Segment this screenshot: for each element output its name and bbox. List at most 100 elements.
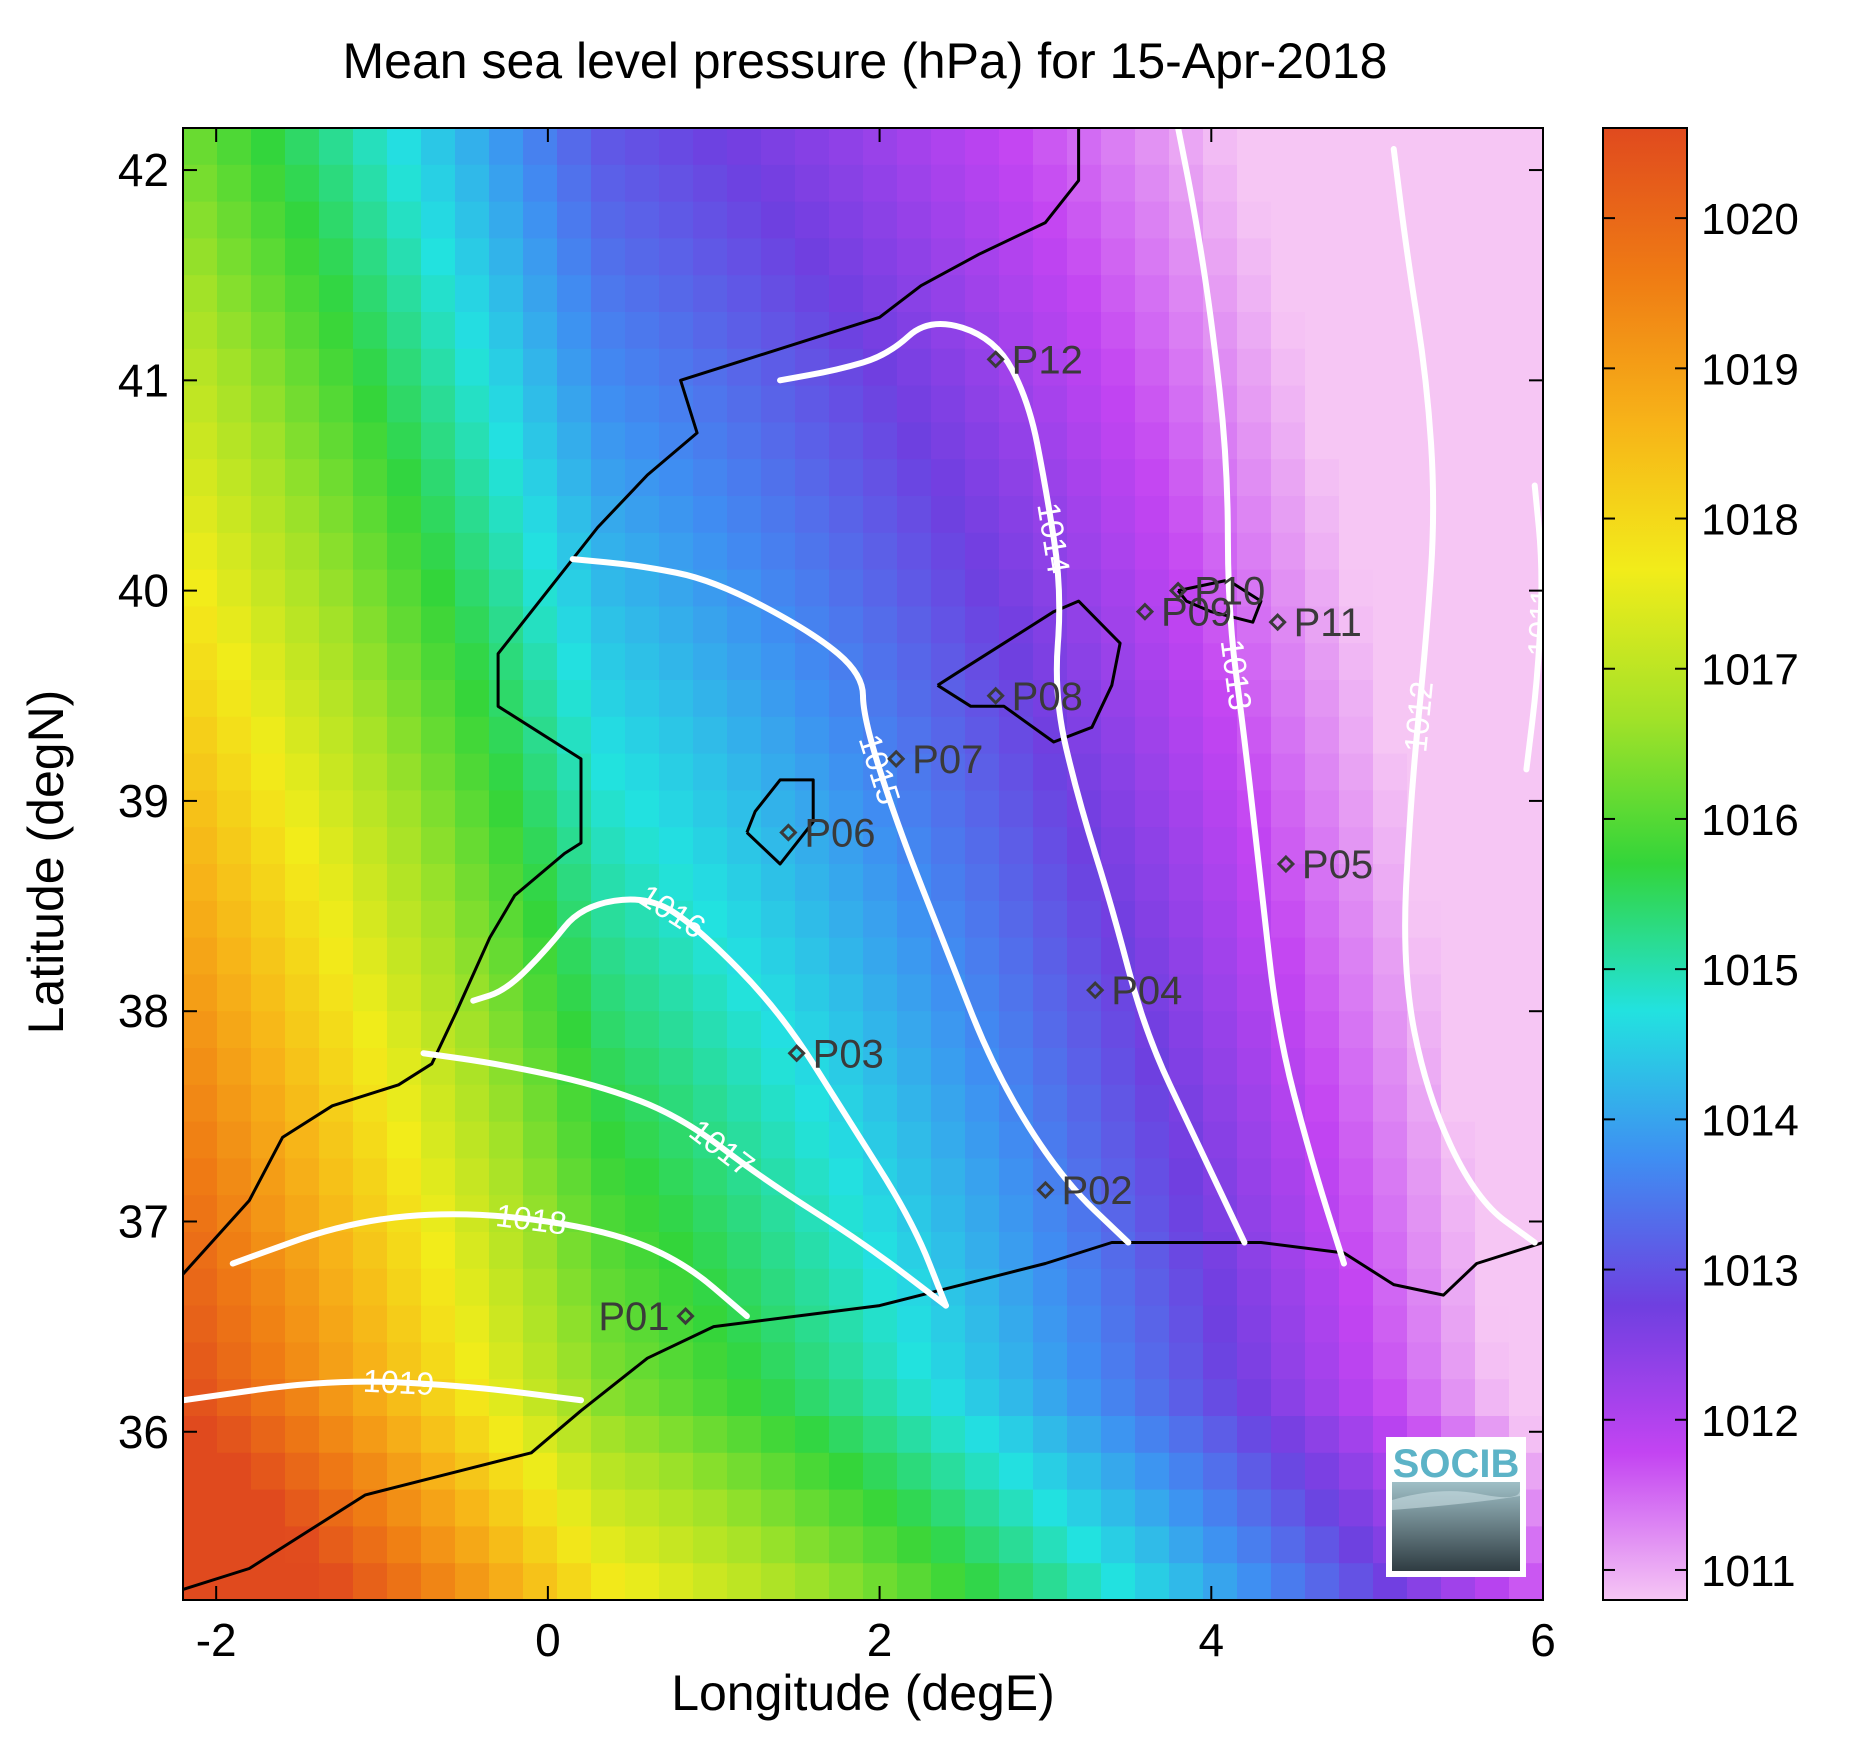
pressure-cell bbox=[591, 864, 626, 902]
pressure-cell bbox=[727, 1011, 762, 1049]
pressure-cell bbox=[523, 974, 558, 1012]
pressure-cell bbox=[761, 238, 796, 276]
pressure-cell bbox=[931, 1158, 966, 1196]
isobar-label: 1018 bbox=[494, 1197, 569, 1242]
pressure-cell bbox=[1373, 532, 1408, 571]
pressure-cell bbox=[1305, 1526, 1340, 1564]
pressure-cell bbox=[659, 606, 694, 644]
pressure-cell bbox=[1407, 900, 1442, 939]
pressure-cell bbox=[1067, 496, 1102, 534]
pressure-cell bbox=[319, 569, 354, 608]
pressure-cell bbox=[1033, 1379, 1068, 1417]
pressure-cell bbox=[285, 128, 320, 166]
pressure-cell bbox=[183, 275, 218, 313]
pressure-cell bbox=[285, 827, 320, 865]
pressure-cell bbox=[999, 459, 1034, 497]
pressure-cell bbox=[1475, 974, 1510, 1012]
pressure-cell bbox=[387, 1121, 422, 1160]
pressure-cell bbox=[1509, 312, 1543, 350]
pressure-cell bbox=[251, 164, 286, 203]
pressure-cell bbox=[1475, 716, 1510, 755]
pressure-cell bbox=[965, 1158, 1000, 1196]
station-label: P03 bbox=[813, 1032, 884, 1076]
pressure-cell bbox=[863, 937, 898, 976]
pressure-cell bbox=[1135, 753, 1170, 792]
pressure-cell bbox=[1203, 128, 1238, 166]
pressure-cell bbox=[1339, 459, 1374, 497]
pressure-cell bbox=[897, 716, 932, 755]
pressure-cell bbox=[965, 164, 1000, 203]
pressure-cell bbox=[761, 1416, 796, 1454]
pressure-cell bbox=[489, 1011, 524, 1049]
pressure-cell bbox=[1101, 385, 1136, 424]
pressure-cell bbox=[1033, 1305, 1068, 1344]
pressure-cell bbox=[625, 164, 660, 203]
pressure-cell bbox=[693, 827, 728, 865]
pressure-cell bbox=[999, 1452, 1034, 1491]
pressure-cell bbox=[251, 569, 286, 608]
pressure-cell bbox=[1373, 974, 1408, 1012]
pressure-cell bbox=[455, 348, 490, 387]
station-marker: P04 bbox=[1086, 969, 1182, 1013]
pressure-cell bbox=[421, 716, 456, 755]
pressure-cell bbox=[1135, 1158, 1170, 1196]
pressure-cell bbox=[693, 1416, 728, 1454]
pressure-cell bbox=[795, 827, 830, 865]
pressure-cell bbox=[353, 238, 388, 276]
pressure-cell bbox=[1339, 1342, 1374, 1380]
station-marker: P06 bbox=[779, 811, 876, 855]
pressure-cell bbox=[1033, 974, 1068, 1012]
pressure-cell bbox=[1271, 1305, 1306, 1344]
pressure-cell bbox=[829, 532, 864, 571]
pressure-cell bbox=[1237, 1305, 1272, 1344]
pressure-cell bbox=[1033, 569, 1068, 608]
pressure-cell bbox=[1373, 827, 1408, 865]
pressure-cell bbox=[217, 459, 252, 497]
pressure-cell bbox=[217, 1342, 252, 1380]
station-label: P10 bbox=[1194, 570, 1265, 614]
pressure-cell bbox=[353, 1526, 388, 1564]
pressure-cell bbox=[1135, 128, 1170, 166]
pressure-cell bbox=[1373, 1011, 1408, 1049]
pressure-cell bbox=[1101, 1158, 1136, 1196]
pressure-cell bbox=[1475, 1048, 1510, 1086]
pressure-cell bbox=[183, 1195, 218, 1233]
pressure-cell bbox=[1305, 974, 1340, 1012]
pressure-cell bbox=[251, 201, 286, 240]
pressure-cell bbox=[1033, 864, 1068, 902]
pressure-cell bbox=[421, 275, 456, 313]
pressure-cell bbox=[1237, 606, 1272, 644]
pressure-cell bbox=[217, 1379, 252, 1417]
pressure-cell bbox=[1441, 1342, 1476, 1380]
pressure-cell bbox=[1305, 1011, 1340, 1049]
pressure-cell bbox=[625, 937, 660, 976]
pressure-cell bbox=[1101, 1121, 1136, 1160]
pressure-cell bbox=[1475, 385, 1510, 424]
pressure-cell bbox=[183, 827, 218, 865]
pressure-cell bbox=[727, 312, 762, 350]
pressure-cell bbox=[863, 1011, 898, 1049]
pressure-cell bbox=[1135, 385, 1170, 424]
pressure-cell bbox=[523, 459, 558, 497]
pressure-cell bbox=[1373, 753, 1408, 792]
pressure-cell bbox=[1067, 643, 1102, 681]
pressure-cell bbox=[1169, 275, 1204, 313]
pressure-cell bbox=[931, 1121, 966, 1160]
pressure-cell bbox=[829, 569, 864, 608]
pressure-cell bbox=[319, 1121, 354, 1160]
pressure-cell bbox=[557, 385, 592, 424]
pressure-cell bbox=[727, 1048, 762, 1086]
pressure-cell bbox=[251, 606, 286, 644]
pressure-cell bbox=[421, 937, 456, 976]
pressure-cell bbox=[1305, 643, 1340, 681]
pressure-cell bbox=[285, 1048, 320, 1086]
pressure-cell bbox=[761, 532, 796, 571]
pressure-cell bbox=[1373, 422, 1408, 460]
pressure-cell bbox=[1305, 716, 1340, 755]
pressure-cell bbox=[1271, 164, 1306, 203]
pressure-cell bbox=[1305, 385, 1340, 424]
pressure-cell bbox=[999, 1305, 1034, 1344]
pressure-cell bbox=[319, 201, 354, 240]
pressure-cell bbox=[251, 1268, 286, 1307]
